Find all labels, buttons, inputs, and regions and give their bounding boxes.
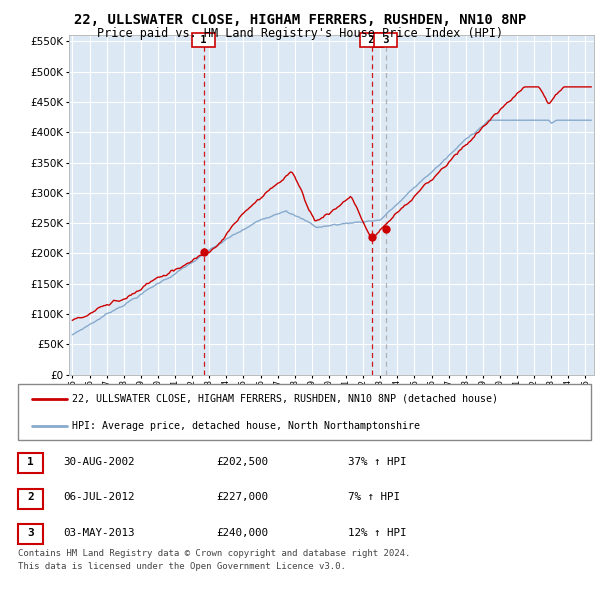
Text: 22, ULLSWATER CLOSE, HIGHAM FERRERS, RUSHDEN, NN10 8NP: 22, ULLSWATER CLOSE, HIGHAM FERRERS, RUS…: [74, 13, 526, 27]
Text: 06-JUL-2012: 06-JUL-2012: [63, 493, 134, 502]
FancyBboxPatch shape: [18, 384, 591, 440]
Text: Contains HM Land Registry data © Crown copyright and database right 2024.: Contains HM Land Registry data © Crown c…: [18, 549, 410, 558]
Text: 12% ↑ HPI: 12% ↑ HPI: [348, 528, 407, 537]
Text: £240,000: £240,000: [216, 528, 268, 537]
Text: 3: 3: [27, 528, 34, 537]
Text: 3: 3: [377, 35, 395, 45]
Text: 2: 2: [362, 35, 381, 45]
Text: This data is licensed under the Open Government Licence v3.0.: This data is licensed under the Open Gov…: [18, 562, 346, 571]
Text: 30-AUG-2002: 30-AUG-2002: [63, 457, 134, 467]
Text: 03-MAY-2013: 03-MAY-2013: [63, 528, 134, 537]
Text: Price paid vs. HM Land Registry's House Price Index (HPI): Price paid vs. HM Land Registry's House …: [97, 27, 503, 40]
Text: £202,500: £202,500: [216, 457, 268, 467]
Text: 2: 2: [27, 493, 34, 502]
Text: 7% ↑ HPI: 7% ↑ HPI: [348, 493, 400, 502]
Text: 22, ULLSWATER CLOSE, HIGHAM FERRERS, RUSHDEN, NN10 8NP (detached house): 22, ULLSWATER CLOSE, HIGHAM FERRERS, RUS…: [73, 394, 499, 404]
Text: 1: 1: [194, 35, 213, 45]
Text: 1: 1: [27, 457, 34, 467]
Text: £227,000: £227,000: [216, 493, 268, 502]
Text: 37% ↑ HPI: 37% ↑ HPI: [348, 457, 407, 467]
Text: HPI: Average price, detached house, North Northamptonshire: HPI: Average price, detached house, Nort…: [73, 421, 421, 431]
